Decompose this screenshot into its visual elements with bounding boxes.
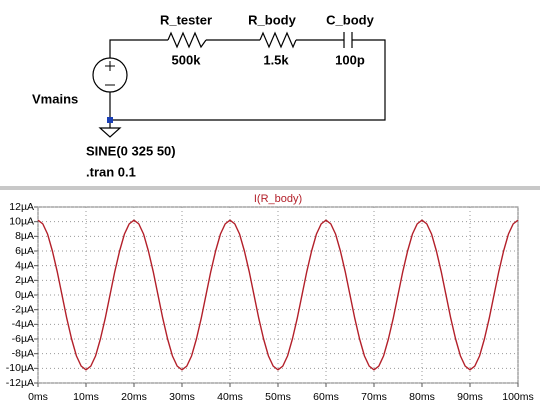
resistor: [259, 31, 297, 49]
component-name: R_tester: [160, 12, 212, 27]
schematic-bg: [0, 0, 540, 186]
polarity: [105, 61, 115, 86]
x-tick-label: 40ms: [217, 391, 243, 403]
y-tick-label: -4µA: [12, 318, 34, 330]
y-tick-label: 6µA: [15, 245, 34, 257]
directive: .tran 0.1: [86, 164, 136, 179]
schematic: R_tester 500k R_body 1.5k C_body 100p Vm…: [0, 0, 540, 186]
x-tick-label: 100ms: [502, 391, 534, 403]
component-value: 500k: [172, 52, 202, 67]
chart-title: I(R_body): [254, 193, 302, 205]
y-tick-label: 2µA: [15, 274, 34, 286]
y-tick-label: 4µA: [15, 259, 34, 271]
y-tick-label: 10µA: [9, 215, 34, 227]
source-spec: SINE(0 325 50): [86, 143, 176, 158]
splitter: [0, 186, 540, 190]
capacitor: [343, 32, 353, 48]
voltage-source: [92, 57, 128, 93]
x-tick-label: 80ms: [409, 391, 435, 403]
y-tick-label: 12µA: [9, 201, 34, 213]
y-tick-label: 0µA: [15, 289, 34, 301]
x-tick-label: 90ms: [457, 391, 483, 403]
x-tick-label: 60ms: [313, 391, 339, 403]
x-tick-label: 50ms: [265, 391, 291, 403]
series-line: [37, 219, 519, 371]
y-tick-label: 8µA: [15, 230, 34, 242]
y-tick-label: -12µA: [6, 377, 34, 389]
plot: I(R_body) 12µA 10µA 8µA 6µA 4µA 2µA 0µA -2µA -4µA…: [6, 193, 534, 403]
component-value: 100p: [335, 52, 365, 67]
x-tick-label: 30ms: [169, 391, 195, 403]
y-tick-label: -6µA: [12, 333, 34, 345]
resistor: [167, 31, 207, 49]
x-tick-label: 10ms: [73, 391, 99, 403]
component-name: R_body: [248, 12, 296, 27]
source-name: Vmains: [32, 91, 78, 106]
component-value: 1.5k: [263, 52, 289, 67]
x-tick-label: 70ms: [361, 391, 387, 403]
wires: [109, 39, 386, 121]
x-tick-label: 20ms: [121, 391, 147, 403]
node: [107, 117, 113, 123]
y-tick-label: -10µA: [6, 362, 34, 374]
y-tick-label: -2µA: [12, 303, 34, 315]
x-tick-label: 0ms: [28, 391, 48, 403]
component-name: C_body: [326, 12, 374, 27]
y-tick-label: -8µA: [12, 347, 34, 359]
